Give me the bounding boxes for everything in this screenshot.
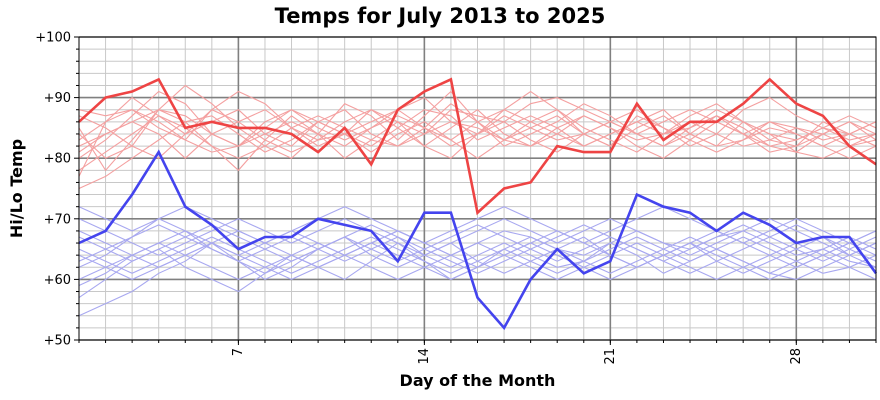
y-tick-label: +60	[44, 273, 71, 288]
y-tick-label: +50	[44, 334, 71, 349]
x-tick-label: 21	[603, 348, 618, 365]
highlight-high-series-line	[78, 77, 877, 216]
y-tick-label: +100	[35, 31, 71, 46]
y-tick-label: +70	[44, 212, 71, 227]
background-high-series-line	[78, 109, 877, 190]
background-high-series-line	[78, 109, 877, 153]
y-tick-label: +80	[44, 152, 71, 167]
y-tick-label: +90	[44, 91, 71, 106]
highlight-series-group	[78, 77, 878, 331]
background-high-series-line	[78, 115, 877, 171]
highlight-low-series-line	[78, 149, 878, 331]
background-low-series-line	[78, 218, 877, 256]
x-tick-label: 7	[231, 348, 246, 356]
background-series-group	[78, 84, 877, 317]
background-low-series-line	[78, 224, 877, 274]
y-axis: +50 +60 +70 +80 +90 +100	[35, 31, 79, 349]
x-axis-label: Day of the Month	[400, 371, 556, 390]
background-low-series-line	[78, 242, 877, 281]
y-axis-label: Hi/Lo Temp	[7, 139, 26, 238]
x-tick-label: 28	[789, 348, 804, 365]
chart-title: Temps for July 2013 to 2025	[274, 4, 606, 28]
x-tick-label: 14	[417, 348, 432, 365]
background-high-series-line	[78, 109, 877, 159]
x-axis: 7 14 21 28	[78, 340, 877, 365]
